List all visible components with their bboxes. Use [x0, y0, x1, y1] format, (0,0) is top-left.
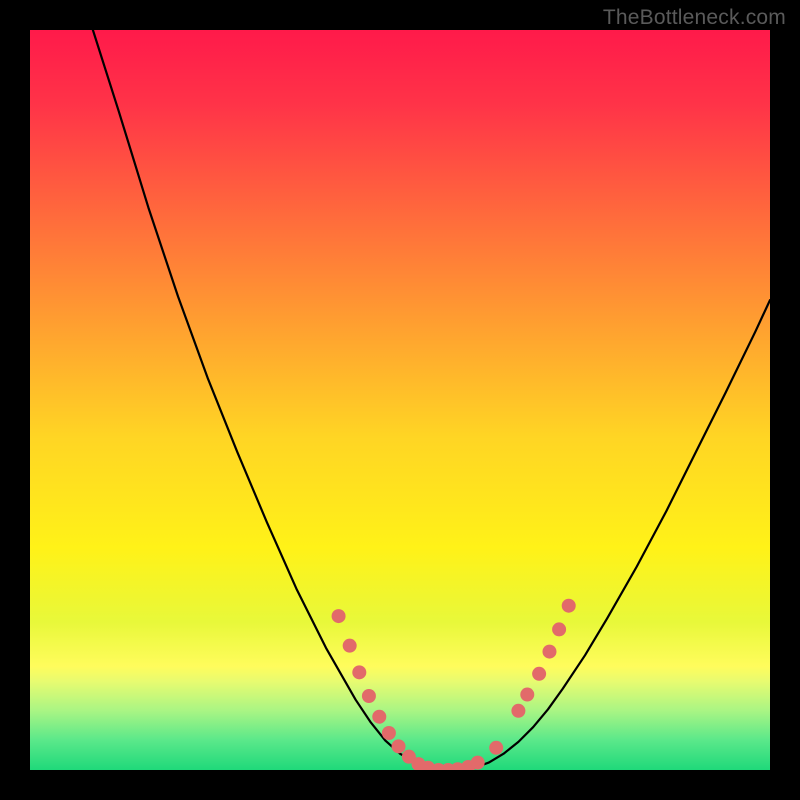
- marker-point: [471, 756, 485, 770]
- marker-point: [392, 739, 406, 753]
- watermark-label: TheBottleneck.com: [603, 6, 786, 30]
- marker-point: [552, 622, 566, 636]
- marker-point: [562, 599, 576, 613]
- marker-point: [532, 667, 546, 681]
- marker-point: [511, 704, 525, 718]
- marker-point: [520, 688, 534, 702]
- marker-point: [382, 726, 396, 740]
- marker-point: [352, 665, 366, 679]
- marker-point: [372, 710, 386, 724]
- chart-container: TheBottleneck.com: [0, 0, 800, 800]
- plot-background: [30, 30, 770, 770]
- marker-point: [343, 639, 357, 653]
- chart-svg: [30, 30, 770, 770]
- marker-point: [542, 645, 556, 659]
- marker-point: [332, 609, 346, 623]
- plot-area: [30, 30, 770, 770]
- marker-point: [362, 689, 376, 703]
- marker-point: [489, 741, 503, 755]
